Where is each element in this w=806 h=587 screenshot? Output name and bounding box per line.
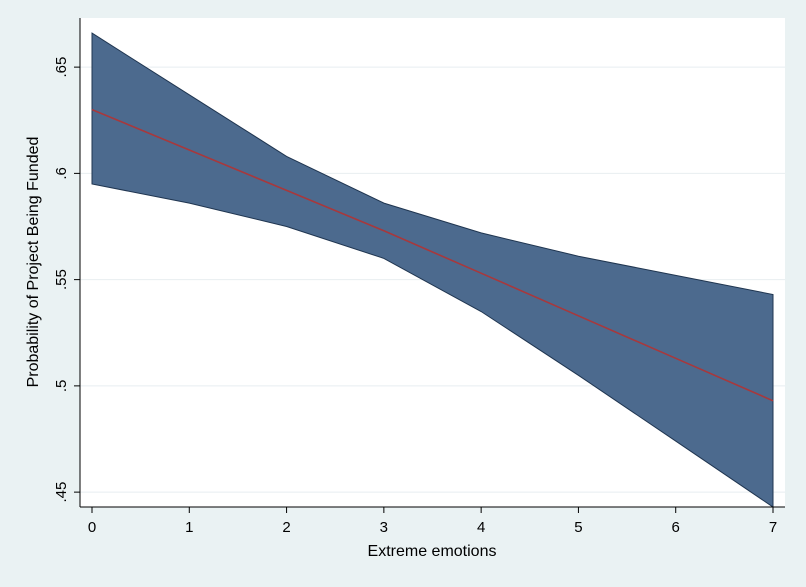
x-tick-label-3: 3 xyxy=(380,519,388,536)
y-tick-label-0: .45 xyxy=(53,482,70,503)
x-axis-title: Extreme emotions xyxy=(368,543,497,560)
x-tick-label-7: 7 xyxy=(769,519,777,536)
x-ticks: 0 1 2 3 4 5 6 7 xyxy=(88,507,777,536)
x-tick-label-1: 1 xyxy=(185,519,193,536)
x-tick-label-6: 6 xyxy=(672,519,680,536)
y-tick-label-2: .55 xyxy=(53,269,70,290)
axes xyxy=(79,18,785,508)
y-tick-label-4: .65 xyxy=(53,57,70,78)
y-axis-title: Probability of Project Being Funded xyxy=(25,137,42,388)
predicted-line xyxy=(91,108,774,402)
x-tick-label-0: 0 xyxy=(88,519,96,536)
y-ticks: .45 .5 .55 .6 .65 xyxy=(53,57,80,503)
y-tick-label-3: .6 xyxy=(53,167,70,180)
y-tick-label-1: .5 xyxy=(53,380,70,393)
series-line xyxy=(91,108,774,402)
x-tick-label-2: 2 xyxy=(282,519,290,536)
x-tick-label-5: 5 xyxy=(574,519,582,536)
x-tick-label-4: 4 xyxy=(477,519,485,536)
